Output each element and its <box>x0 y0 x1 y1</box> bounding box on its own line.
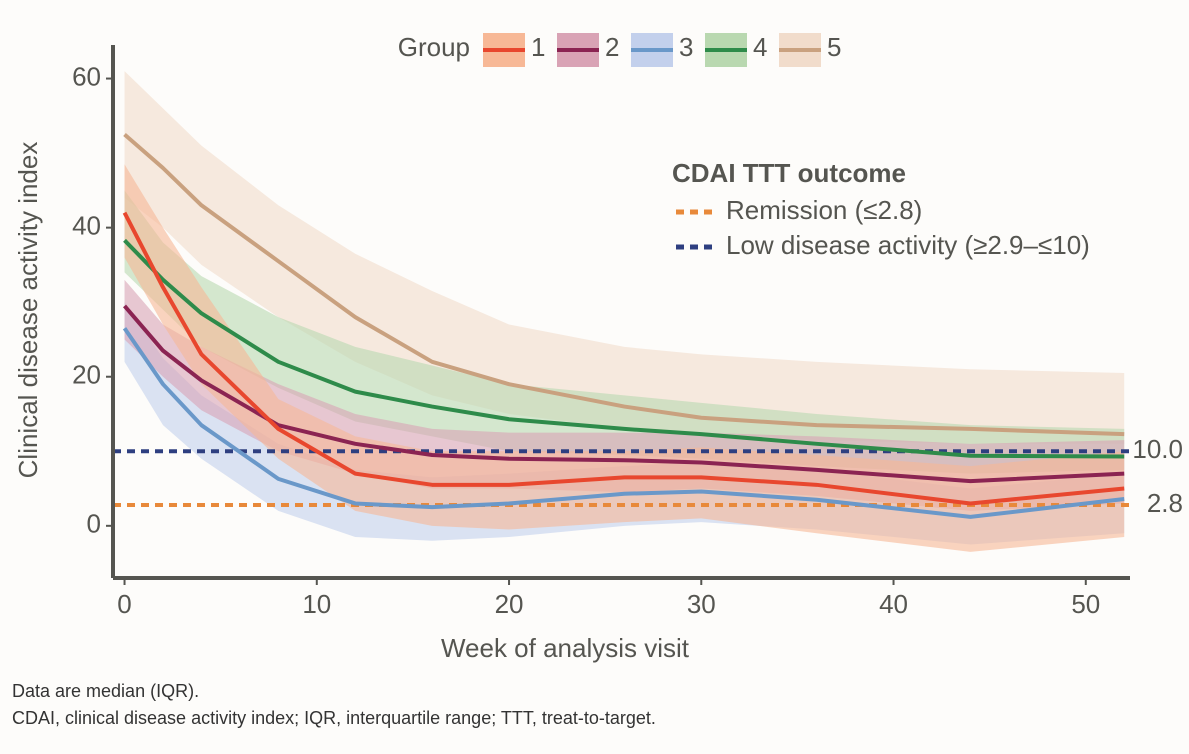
series-line <box>123 304 1125 484</box>
x-tick-label: 40 <box>879 589 908 619</box>
y-axis-label: Clinical disease activity index <box>13 142 43 479</box>
x-tick-label: 20 <box>495 589 524 619</box>
footnote: CDAI, clinical disease activity index; I… <box>12 708 656 728</box>
iqr-band <box>124 71 1125 444</box>
legend-label: 1 <box>531 32 545 62</box>
reference-legend-title: CDAI TTT outcome <box>672 158 906 188</box>
x-tick-label: 30 <box>687 589 716 619</box>
legend-label: 3 <box>679 32 693 62</box>
y-tick-label: 20 <box>72 360 101 390</box>
reference-legend-label: Low disease activity (≥2.9–≤10) <box>726 230 1090 260</box>
iqr-band <box>124 190 1125 474</box>
series-line <box>123 132 1125 437</box>
y-tick-label: 40 <box>72 211 101 241</box>
reference-label: 10.0 <box>1132 434 1183 464</box>
reference-legend-label: Remission (≤2.8) <box>726 195 922 225</box>
y-tick-label: 0 <box>87 509 101 539</box>
x-tick-label: 10 <box>302 589 331 619</box>
y-tick-label: 60 <box>72 61 101 91</box>
legend-label: 5 <box>827 32 841 62</box>
legend-title: Group <box>398 32 470 62</box>
footnote: Data are median (IQR). <box>12 681 199 701</box>
series-line <box>123 238 1125 459</box>
legend-label: 4 <box>753 32 767 62</box>
x-tick-label: 50 <box>1071 589 1100 619</box>
iqr-band <box>124 164 1125 552</box>
legend-label: 2 <box>605 32 619 62</box>
x-tick-label: 0 <box>117 589 131 619</box>
series-line <box>122 211 1125 506</box>
reference-label: 2.8 <box>1147 488 1183 518</box>
x-axis-label: Week of analysis visit <box>441 633 690 663</box>
series-line <box>122 327 1125 519</box>
